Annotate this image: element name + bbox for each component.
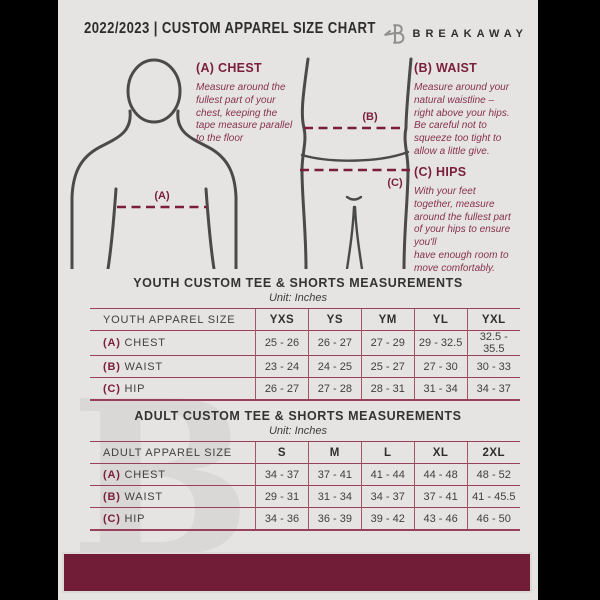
size-value-cell: 34 - 37 bbox=[466, 377, 520, 401]
column-header: 2XL bbox=[466, 441, 520, 464]
size-value-cell: 30 - 33 bbox=[466, 355, 520, 378]
size-value-cell: 26 - 27 bbox=[307, 330, 362, 356]
column-header: S bbox=[255, 441, 309, 464]
instruction-waist-text: Measure around your natural waistline – … bbox=[414, 82, 510, 157]
instruction-chest: (A) CHEST Measure around the fullest par… bbox=[196, 61, 310, 146]
brand-lockup: BREAKAWAY bbox=[383, 21, 529, 47]
size-value-cell: 27 - 28 bbox=[307, 377, 362, 401]
size-value-cell: 31 - 34 bbox=[413, 377, 468, 401]
adult-size-table: ADULT APPAREL SIZE S M L XL 2XL (A) CHEST 34 - … bbox=[90, 441, 520, 531]
table-header-row: ADULT APPAREL SIZE S M L XL 2XL bbox=[90, 441, 520, 464]
header: 2022/2023 | CUSTOM APPAREL SIZE CHART BR… bbox=[58, 14, 538, 48]
size-value-cell: 37 - 41 bbox=[413, 485, 468, 508]
size-value-cell: 34 - 37 bbox=[255, 463, 309, 486]
adult-section: ADULT CUSTOM TEE & SHORTS MEASUREMENTS U… bbox=[58, 409, 538, 539]
size-value-cell: 25 - 26 bbox=[255, 330, 309, 356]
size-value-cell: 34 - 37 bbox=[360, 485, 415, 508]
instruction-waist: (B) WAIST Measure around your natural wa… bbox=[414, 61, 536, 159]
youth-table-title: YOUTH CUSTOM TEE & SHORTS MEASUREMENTS bbox=[133, 276, 463, 290]
size-value-cell: 23 - 24 bbox=[255, 355, 309, 378]
column-header: YS bbox=[307, 308, 362, 331]
size-value-cell: 31 - 34 bbox=[307, 485, 362, 508]
size-value-cell: 44 - 48 bbox=[413, 463, 468, 486]
instruction-hips-text: With your feet together, measure around … bbox=[414, 186, 511, 274]
hip-line-label: (C) bbox=[387, 177, 403, 189]
size-value-cell: 29 - 32.5 bbox=[413, 330, 468, 356]
table-row: (B) WAIST 23 - 24 24 - 25 25 - 27 27 - 30 30 … bbox=[90, 355, 520, 378]
page-title: 2022/2023 | CUSTOM APPAREL SIZE CHART bbox=[84, 20, 376, 37]
torso-diagram: (A) bbox=[70, 58, 238, 269]
row-label: (C) HIP bbox=[90, 507, 256, 531]
poster-panel: 2022/2023 | CUSTOM APPAREL SIZE CHART BR… bbox=[58, 0, 538, 600]
instruction-hips: (C) HIPS With your feet together, measur… bbox=[414, 165, 536, 276]
column-header: XL bbox=[413, 441, 468, 464]
table-row: (B) WAIST 29 - 31 31 - 34 34 - 37 37 - 41 41 … bbox=[90, 485, 520, 508]
column-header: ADULT APPAREL SIZE bbox=[90, 441, 256, 464]
lower-body-diagram: (B) (C) bbox=[300, 57, 413, 269]
chest-line-label: (A) bbox=[154, 190, 170, 202]
table-row: (A) CHEST 25 - 26 26 - 27 27 - 29 29 - 32.5 3… bbox=[90, 330, 520, 356]
size-value-cell: 41 - 45.5 bbox=[466, 485, 520, 508]
row-label: (C) HIP bbox=[90, 377, 256, 401]
column-header: YOUTH APPAREL SIZE bbox=[90, 308, 256, 331]
brand-name: BREAKAWAY bbox=[412, 28, 528, 40]
youth-size-table: YOUTH APPAREL SIZE YXS YS YM YL YXL (A) CHEST 2… bbox=[90, 308, 520, 401]
size-value-cell: 24 - 25 bbox=[307, 355, 362, 378]
size-value-cell: 39 - 42 bbox=[360, 507, 415, 531]
waist-line-label: (B) bbox=[362, 111, 378, 123]
table-row: (A) CHEST 34 - 37 37 - 41 41 - 44 44 - 48 48 … bbox=[90, 463, 520, 486]
row-label: (A) CHEST bbox=[90, 330, 256, 356]
size-value-cell: 25 - 27 bbox=[360, 355, 415, 378]
size-value-cell: 46 - 50 bbox=[466, 507, 520, 531]
table-row: (C) HIP 34 - 36 36 - 39 39 - 42 43 - 46 46 - … bbox=[90, 507, 520, 531]
size-value-cell: 28 - 31 bbox=[360, 377, 415, 401]
column-header: YXS bbox=[255, 308, 309, 331]
instruction-hips-heading: (C) HIPS bbox=[414, 165, 467, 179]
youth-table-unit: Unit: Inches bbox=[268, 292, 328, 304]
footer-accent-bar bbox=[62, 552, 532, 593]
table-header-row: YOUTH APPAREL SIZE YXS YS YM YL YXL bbox=[90, 308, 520, 331]
measurement-figure: (A) (A) CHEST Measure around the fullest… bbox=[58, 55, 538, 274]
column-header: YL bbox=[413, 308, 468, 331]
column-header: M bbox=[307, 441, 362, 464]
instruction-chest-heading: (A) CHEST bbox=[196, 61, 262, 75]
column-header: YXL bbox=[466, 308, 520, 331]
instruction-waist-heading: (B) WAIST bbox=[414, 61, 478, 75]
size-value-cell: 27 - 30 bbox=[413, 355, 468, 378]
breakaway-logo-icon bbox=[383, 24, 404, 44]
adult-table-title: ADULT CUSTOM TEE & SHORTS MEASUREMENTS bbox=[134, 409, 462, 423]
size-value-cell: 43 - 46 bbox=[413, 507, 468, 531]
instruction-chest-text: Measure around the fullest part of your … bbox=[196, 82, 293, 145]
column-header: YM bbox=[360, 308, 415, 331]
size-value-cell: 37 - 41 bbox=[307, 463, 362, 486]
row-label: (B) WAIST bbox=[90, 355, 256, 378]
youth-section: YOUTH CUSTOM TEE & SHORTS MEASUREMENTS U… bbox=[58, 276, 538, 406]
row-label: (B) WAIST bbox=[90, 485, 256, 508]
size-value-cell: 29 - 31 bbox=[255, 485, 309, 508]
table-row: (C) HIP 26 - 27 27 - 28 28 - 31 31 - 34 34 - … bbox=[90, 377, 520, 401]
adult-table-unit: Unit: Inches bbox=[268, 425, 328, 437]
column-header: L bbox=[360, 441, 415, 464]
size-value-cell: 26 - 27 bbox=[255, 377, 309, 401]
size-value-cell: 48 - 52 bbox=[466, 463, 520, 486]
size-value-cell: 36 - 39 bbox=[307, 507, 362, 531]
size-value-cell: 32.5 - 35.5 bbox=[466, 330, 520, 356]
size-value-cell: 27 - 29 bbox=[360, 330, 415, 356]
size-value-cell: 34 - 36 bbox=[255, 507, 309, 531]
row-label: (A) CHEST bbox=[90, 463, 256, 486]
size-value-cell: 41 - 44 bbox=[360, 463, 415, 486]
